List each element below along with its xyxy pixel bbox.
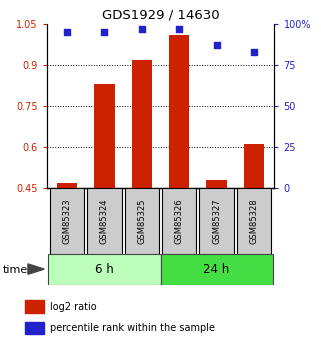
Polygon shape (28, 264, 44, 274)
Bar (94, 84, 115, 188)
Bar (244, 144, 264, 188)
Text: GSM85328: GSM85328 (249, 198, 258, 244)
Text: GSM85324: GSM85324 (100, 198, 109, 244)
Bar (132, 60, 152, 188)
Bar (50, 188, 84, 254)
Text: log2 ratio: log2 ratio (50, 302, 97, 312)
Bar (25, 300, 44, 313)
Text: time: time (3, 265, 29, 275)
Text: percentile rank within the sample: percentile rank within the sample (50, 323, 215, 333)
Bar (48, 254, 160, 285)
Point (139, 26, 144, 32)
Text: GSM85325: GSM85325 (137, 198, 146, 244)
Text: GSM85327: GSM85327 (212, 198, 221, 244)
Text: 6 h: 6 h (95, 263, 114, 276)
Point (177, 26, 182, 32)
Bar (125, 188, 159, 254)
Text: GDS1929 / 14630: GDS1929 / 14630 (102, 9, 219, 22)
Point (251, 49, 256, 55)
Text: GSM85323: GSM85323 (63, 198, 72, 244)
Bar (160, 254, 273, 285)
Bar (169, 35, 189, 188)
Bar (87, 188, 122, 254)
Bar (57, 183, 77, 188)
Point (65, 30, 70, 35)
Bar (162, 188, 196, 254)
Bar (199, 188, 234, 254)
Bar (237, 188, 271, 254)
Text: 24 h: 24 h (204, 263, 230, 276)
Text: GSM85326: GSM85326 (175, 198, 184, 244)
Bar (25, 322, 44, 334)
Point (102, 30, 107, 35)
Bar (206, 180, 227, 188)
Point (214, 43, 219, 48)
